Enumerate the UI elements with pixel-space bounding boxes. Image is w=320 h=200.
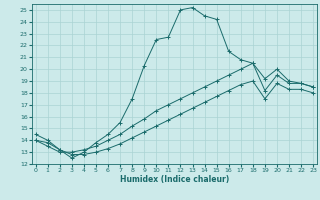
X-axis label: Humidex (Indice chaleur): Humidex (Indice chaleur) — [120, 175, 229, 184]
